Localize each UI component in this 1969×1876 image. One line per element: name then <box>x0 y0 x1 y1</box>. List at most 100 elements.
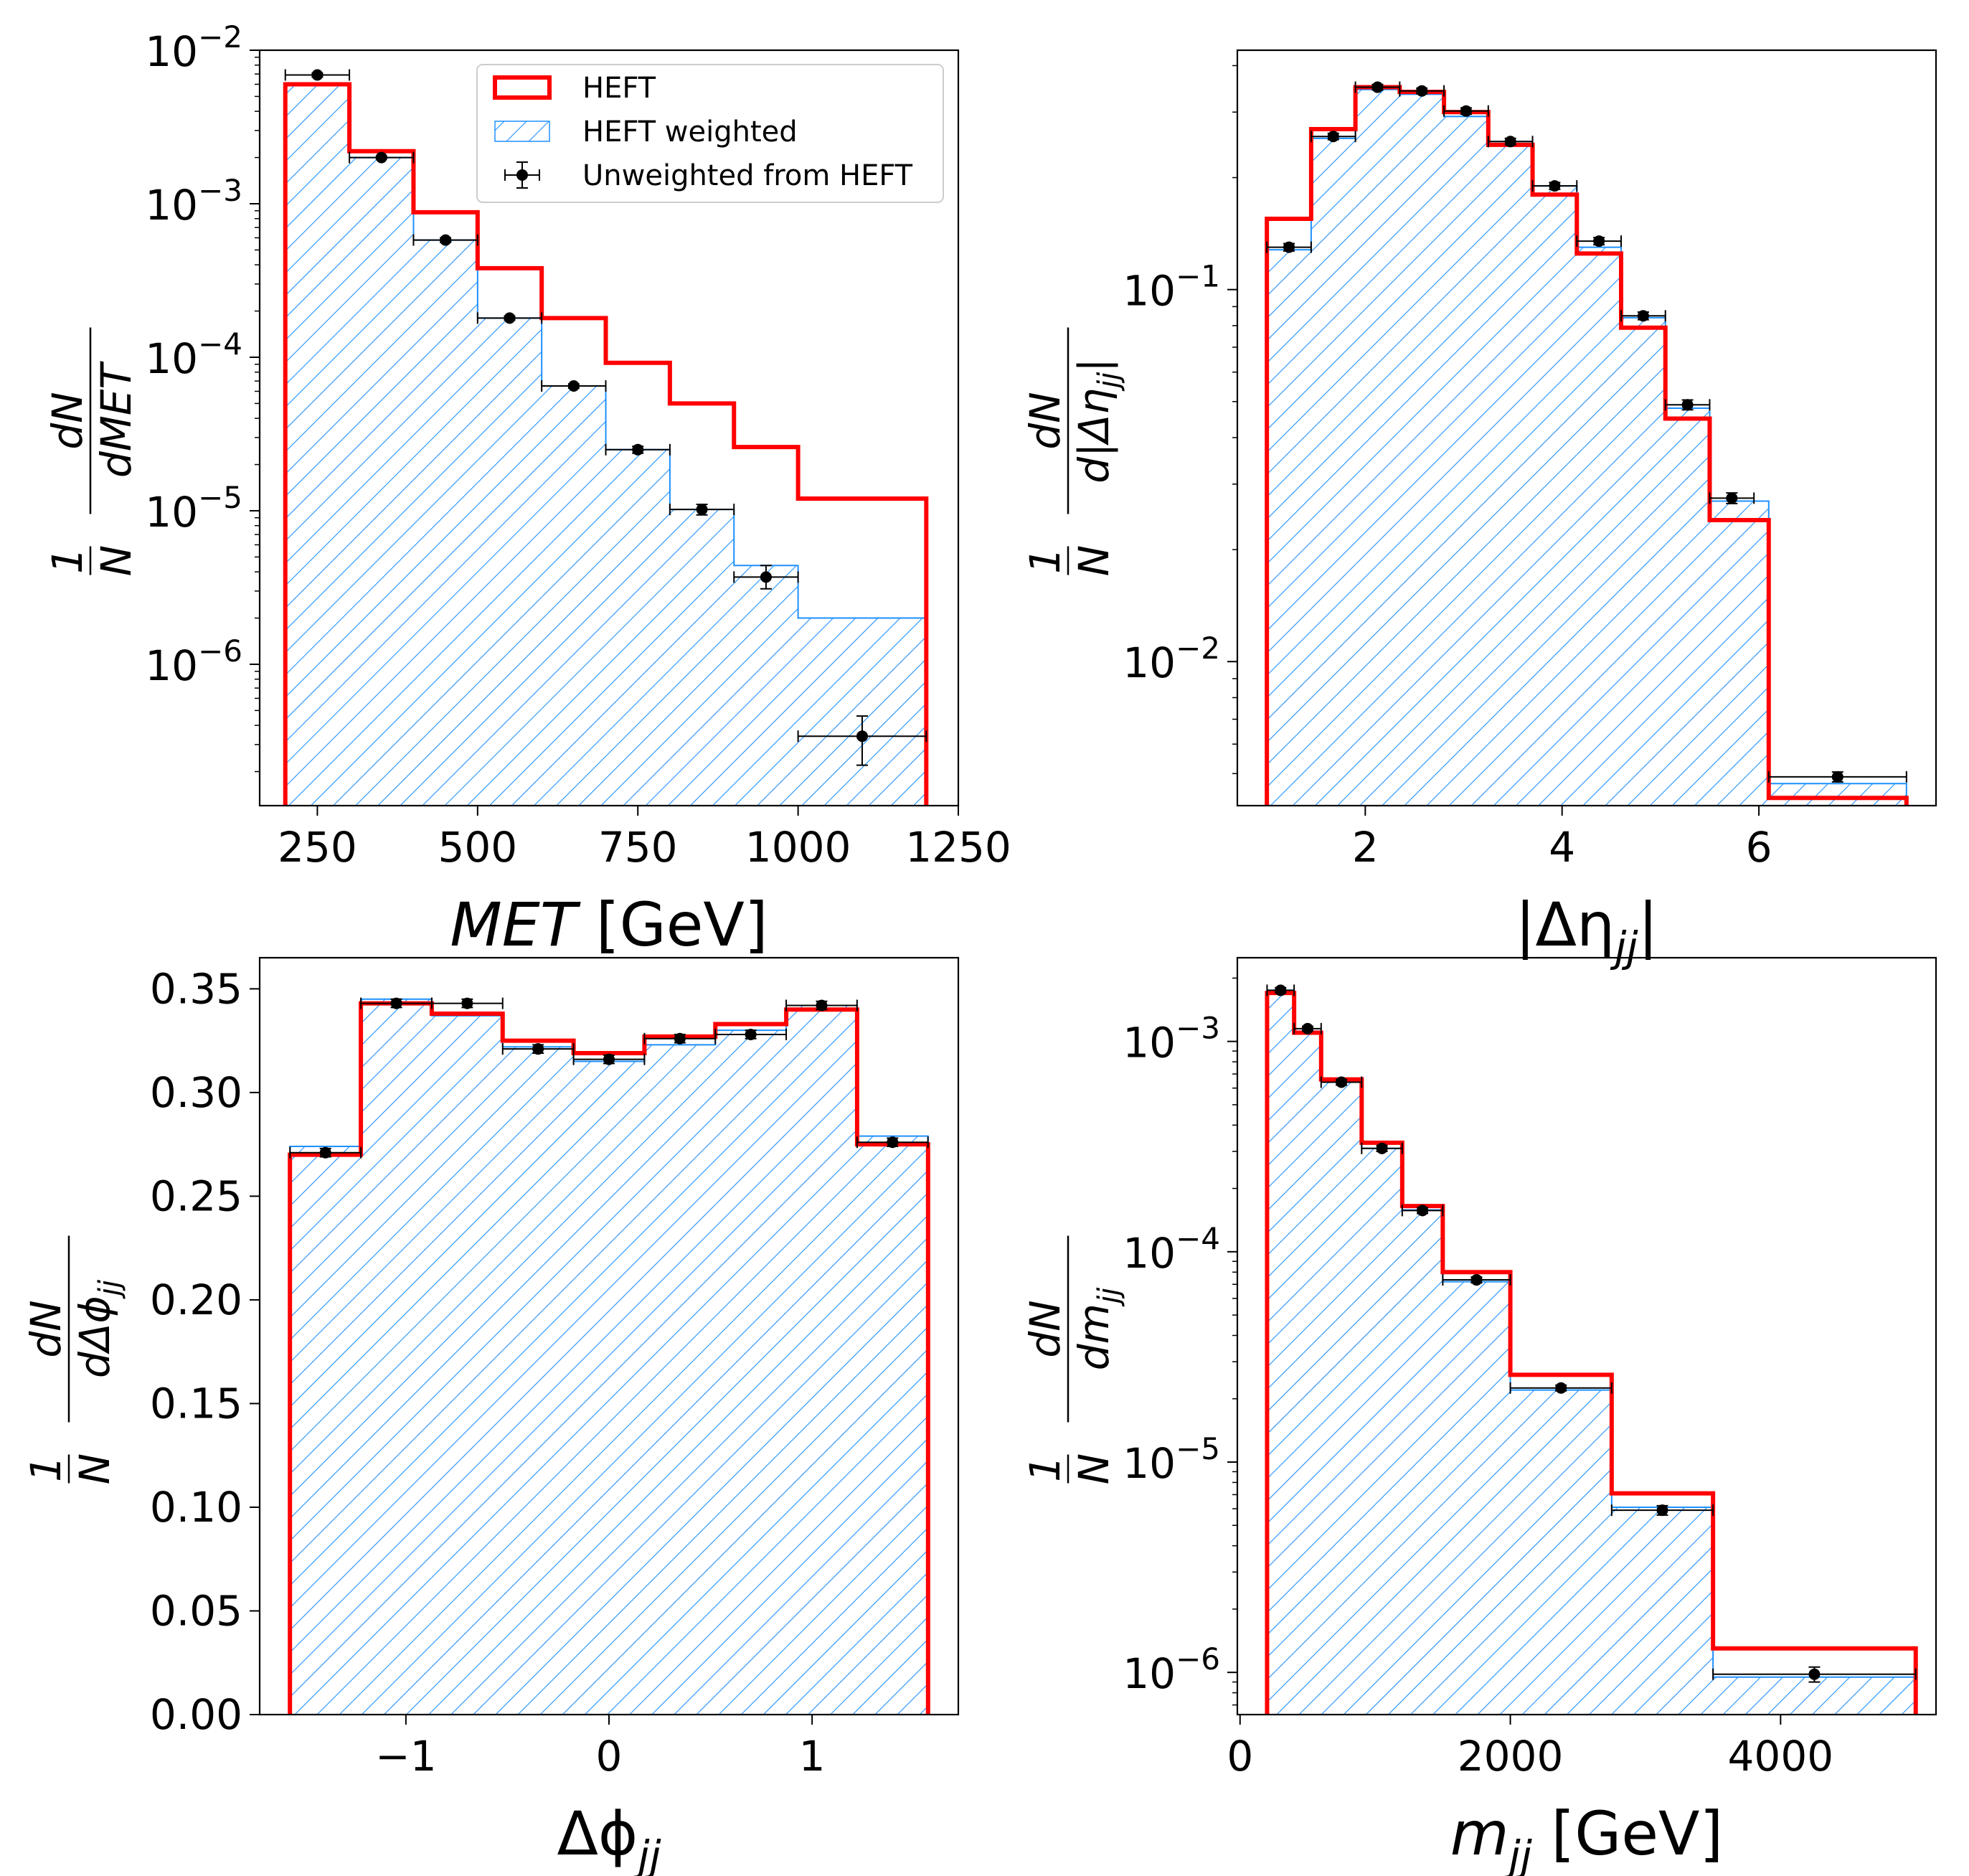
unweighted-point <box>1293 1022 1322 1034</box>
weighted-bar <box>605 449 670 806</box>
unweighted-point <box>733 565 799 590</box>
weighted-bar <box>1665 407 1710 806</box>
weighted-bar <box>431 1015 503 1715</box>
unweighted-point <box>643 1032 717 1045</box>
weighted-bar <box>1442 1281 1511 1715</box>
heft-step-line <box>283 82 929 806</box>
y-label-n: N <box>70 1453 119 1484</box>
x-tick-label: 2 <box>1352 823 1379 872</box>
legend-weighted-swatch <box>494 121 550 142</box>
weighted-bar <box>542 386 606 806</box>
y-label-den-main: dMET <box>92 360 141 478</box>
y-tick-exponent: −2 <box>1176 631 1220 666</box>
y-tick-label: 10−5 <box>1123 1431 1220 1488</box>
y-tick-label: 10−3 <box>1123 1011 1220 1067</box>
y-label-dn: dN <box>22 1300 70 1357</box>
legend-frame <box>476 64 944 203</box>
deta-axes-frame <box>1236 49 1937 807</box>
weighted-bar <box>502 1047 574 1715</box>
mjj-axes-frame <box>1236 956 1937 1716</box>
weighted-bar <box>1399 94 1445 806</box>
marker-dot <box>461 997 473 1009</box>
marker-dot <box>1417 1205 1429 1217</box>
y-label-one: 1 <box>1021 1456 1070 1482</box>
y-label-den-sub: jj <box>1092 1287 1125 1307</box>
unweighted-point <box>412 234 478 246</box>
mjj-plot-area <box>1236 956 1937 1716</box>
marker-dot <box>603 1053 615 1065</box>
unweighted-point <box>669 504 735 516</box>
weighted-bar <box>413 240 478 806</box>
unweighted-point <box>1664 399 1711 411</box>
unweighted-point <box>1620 310 1666 322</box>
marker-dot <box>567 380 580 392</box>
weighted-bar <box>786 1005 857 1715</box>
marker-dot <box>319 1146 331 1159</box>
marker-dot <box>1726 492 1738 504</box>
mjj-y-axis-label: 1 NdN dmjj <box>1021 1235 1125 1484</box>
weighted-bar <box>1267 250 1311 806</box>
marker-dot <box>1593 235 1605 248</box>
y-tick-exponent: −3 <box>1176 1011 1220 1046</box>
weighted-bar <box>715 1030 787 1715</box>
y-tick-label: 0.00 <box>150 1690 242 1739</box>
weighted-bar <box>1267 990 1295 1715</box>
weighted-bar <box>1754 501 1769 806</box>
x-tick-label: 500 <box>438 823 517 872</box>
marker-dot <box>760 571 772 583</box>
marker-dot <box>887 1136 899 1149</box>
legend-unweighted-label: Unweighted from HEFT <box>582 159 913 192</box>
y-tick-exponent: −2 <box>198 19 242 55</box>
deta-x-label-text: |Δηjj| <box>1515 890 1658 971</box>
weighted-bar <box>734 565 798 806</box>
x-label-main: |Δη <box>1515 890 1615 960</box>
unweighted-point <box>1320 1076 1363 1088</box>
unweighted-point <box>1767 770 1907 783</box>
unweighted-point <box>501 1043 575 1055</box>
weighted-bar <box>1294 1031 1321 1715</box>
y-tick-base: 10 <box>1123 267 1176 316</box>
dphi-x-axis-label: Δϕjj <box>557 1799 661 1876</box>
y-tick-base: 10 <box>1123 1019 1176 1067</box>
marker-dot <box>1549 180 1561 192</box>
marker-dot <box>1831 770 1843 783</box>
deta-y-ticks: 10−110−2 <box>1123 65 1237 775</box>
x-tick-label: 2000 <box>1458 1732 1564 1781</box>
dphi-plot-area <box>258 956 960 1716</box>
unweighted-point <box>289 1146 362 1159</box>
x-label-main: m <box>1450 1799 1509 1869</box>
x-tick-label: 4000 <box>1728 1732 1834 1781</box>
legend-heft-swatch <box>493 75 552 100</box>
marker-dot <box>632 443 644 456</box>
unweighted-point <box>1266 984 1295 996</box>
unweighted-point <box>430 997 504 1009</box>
weighted-bar <box>1611 1507 1714 1715</box>
weighted-bar <box>1402 1210 1443 1715</box>
weighted-bar <box>290 1146 362 1715</box>
y-tick-exponent: −4 <box>198 326 242 362</box>
y-label-one: 1 <box>1021 547 1070 574</box>
marker-dot <box>1637 310 1649 322</box>
y-tick-exponent: −5 <box>1176 1431 1220 1466</box>
marker-dot <box>1283 241 1295 253</box>
y-tick-label: 10−4 <box>145 326 242 383</box>
marker-dot <box>1504 136 1516 148</box>
unweighted-point <box>1399 85 1445 97</box>
unweighted-point <box>476 312 543 324</box>
unweighted-point <box>1354 81 1401 93</box>
dphi-series <box>288 997 930 1715</box>
weighted-bar <box>1355 89 1400 806</box>
dphi-x-label-text: Δϕjj <box>557 1799 661 1876</box>
weighted-bar <box>1510 1390 1612 1715</box>
marker-dot <box>1327 131 1339 143</box>
y-tick-label: 10−6 <box>1123 1641 1220 1698</box>
y-label-den: dmjj <box>1070 1287 1125 1370</box>
legend-unweighted-marker <box>504 161 540 189</box>
met-x-axis-label: MET [GeV] <box>450 890 768 960</box>
x-tick-label: 4 <box>1549 823 1575 872</box>
weighted-bar <box>644 1045 716 1715</box>
y-label-one: 1 <box>43 547 92 574</box>
